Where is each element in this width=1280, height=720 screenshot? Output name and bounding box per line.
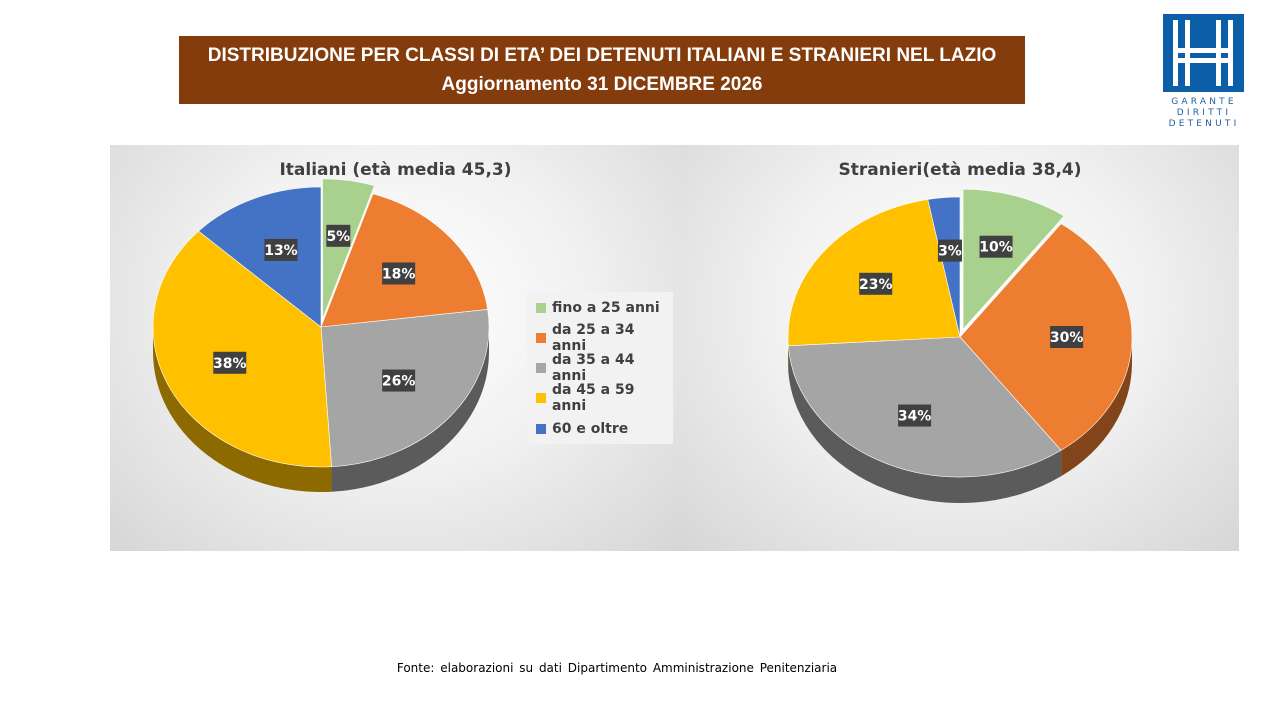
logo-text-line-2: DIRITTI (1176, 108, 1232, 118)
data-label-text: 13% (264, 243, 298, 259)
pie-side-da-25-a-34-anni (1061, 337, 1132, 477)
legend-label: da 25 a 34 anni (551, 322, 635, 354)
data-label-text: 38% (213, 356, 247, 372)
pie-slice-60-e-oltre (927, 196, 961, 338)
data-label-text: 5% (326, 229, 350, 245)
legend-label: fino a 25 anni (552, 300, 660, 316)
chart-title-italiani: Italiani (età media 45,3) (279, 160, 512, 180)
data-label-text: 30% (1050, 330, 1084, 346)
pie-data-label: 26% (382, 369, 416, 392)
logo-mark (1163, 14, 1244, 92)
data-label-bg (859, 272, 893, 295)
legend-item-fino-a-25: fino a 25 anni (536, 298, 660, 318)
legend-swatch (536, 333, 546, 343)
pie-side-da-35-a-44-anni (788, 345, 1062, 504)
pie-slice-da-45-a-59-anni (152, 230, 332, 468)
pie-slice-da-25-a-34-anni (959, 223, 1133, 451)
data-label-bg (1050, 326, 1084, 348)
garante-logo: GARANTE DIRITTI DETENUTI (1162, 13, 1246, 129)
legend-item-35-44: da 35 a 44 anni (536, 352, 673, 384)
legend-swatch (536, 424, 546, 434)
data-label-text: 26% (382, 374, 416, 390)
data-label-text: 23% (859, 277, 893, 293)
legend-swatch (536, 393, 546, 403)
data-label-bg (264, 238, 298, 261)
legend-swatch (536, 303, 546, 313)
data-label-text: 34% (898, 409, 932, 425)
pie-0: 5% 18% 26% 38% 13% (152, 178, 490, 492)
pie-slice-fino-a-25-anni (322, 178, 375, 319)
data-label-bg (898, 404, 932, 427)
legend-label: 60 e oltre (552, 421, 629, 437)
data-label-bg (937, 239, 962, 262)
pie-slice-da-45-a-59-anni (787, 199, 961, 347)
pie-data-label: 18% (382, 262, 416, 285)
logo-text-line-1: GARANTE (1171, 97, 1237, 107)
pie-data-label: 23% (859, 272, 893, 295)
legend-item-60-oltre: 60 e oltre (536, 419, 628, 439)
pie-data-label: 38% (213, 351, 247, 374)
legend-label: da 45 a 59 anni (551, 382, 635, 414)
logo-glyph-icon (1173, 20, 1233, 86)
data-label-bg (326, 224, 351, 247)
chart-legend: fino a 25 anni da 25 a 34 anni da 35 a 4… (527, 292, 673, 444)
pie-1: 10% 30% 34% 23% 3% (787, 188, 1133, 504)
pie-data-label: 3% (937, 239, 962, 262)
logo-text-line-3: DETENUTI (1168, 119, 1240, 129)
data-label-text: 18% (382, 266, 416, 282)
pie-slice-fino-a-25-anni (962, 188, 1065, 331)
pie-data-label: 5% (326, 224, 351, 247)
source-note: Fonte: elaborazioni su dati Dipartimento… (396, 661, 838, 675)
data-label-text: 3% (938, 244, 962, 260)
data-label-bg (382, 369, 416, 392)
pie-side-da-45-a-59-anni (153, 327, 332, 492)
legend-label: da 35 a 44 anni (551, 352, 635, 384)
chart-title-stranieri: Stranieri(età media 38,4) (838, 160, 1082, 180)
pie-slice-da-25-a-34-anni (320, 193, 489, 328)
data-label-bg (979, 235, 1013, 258)
data-label-bg (213, 351, 247, 374)
pie-data-label: 30% (1050, 326, 1084, 348)
pie-data-label: 10% (979, 235, 1013, 258)
title-line-1: DISTRIBUZIONE PER CLASSI DI ETA’ DEI DET… (207, 45, 997, 66)
legend-item-45-59: da 45 a 59 anni (536, 382, 673, 414)
legend-item-25-34: da 25 a 34 anni (536, 322, 673, 354)
pie-side-da-35-a-44-anni (331, 327, 489, 492)
data-label-text: 10% (979, 240, 1013, 256)
page-title: DISTRIBUZIONE PER CLASSI DI ETA’ DEI DET… (179, 36, 1025, 104)
pie-slice-60-e-oltre (198, 186, 322, 328)
pie-data-label: 34% (898, 404, 932, 427)
data-label-bg (382, 262, 416, 285)
pie-data-label: 13% (264, 238, 298, 261)
legend-swatch (536, 363, 546, 373)
title-line-2: Aggiornamento 31 DICEMBRE 2026 (441, 74, 763, 95)
